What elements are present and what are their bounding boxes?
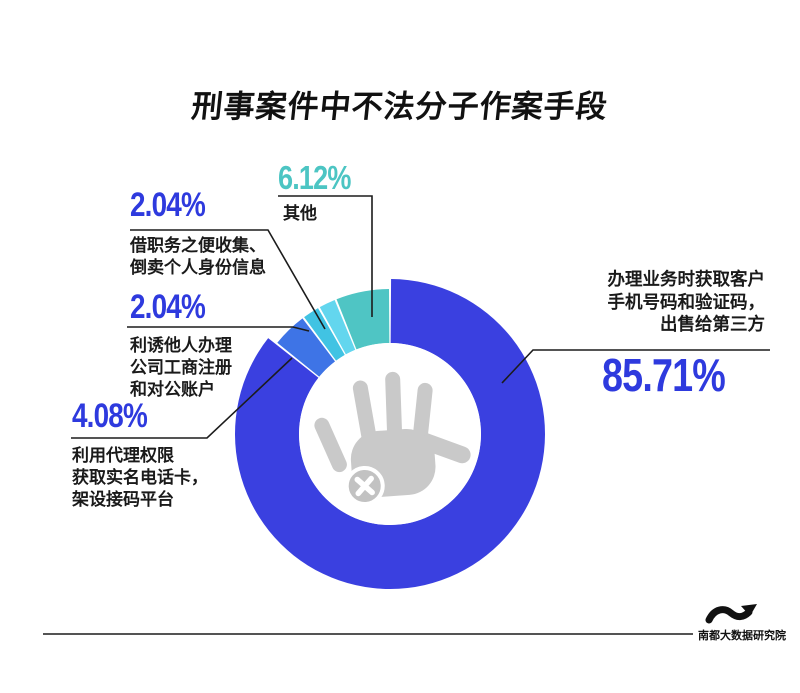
cross-icon xyxy=(354,475,375,497)
percent-other: 6.12% xyxy=(278,159,351,196)
callout-jiezhiwu: 2.04% 借职务之便收集、 倒卖个人身份信息 xyxy=(130,188,266,279)
brand-name: 南都大数据研究院 xyxy=(698,630,786,642)
label-liyong: 利用代理权限 获取实名电话卡， 架设接码平台 xyxy=(72,446,208,509)
label-other: 其他 xyxy=(283,204,317,223)
callout-other: 6.12% 其他 xyxy=(278,161,367,225)
callout-main: 办理业务时获取客户 手机号码和验证码， 出售给第三方 85.71% xyxy=(465,268,765,398)
label-main: 办理业务时获取客户 手机号码和验证码， 出售给第三方 xyxy=(607,269,766,334)
percent-liyou: 2.04% xyxy=(130,288,206,326)
percent-main: 85.71% xyxy=(601,348,726,401)
percent-liyong: 4.08% xyxy=(72,397,148,435)
label-liyou: 利诱他人办理 公司工商注册 和对公账户 xyxy=(130,336,232,399)
brand-logo-icon xyxy=(705,604,757,624)
percent-jiezhiwu: 2.04% xyxy=(130,186,206,224)
page-title: 刑事案件中不法分子作案手段 xyxy=(189,89,610,124)
blocked-hand-icon xyxy=(314,371,471,507)
callout-liyong: 4.08% 利用代理权限 获取实名电话卡， 架设接码平台 xyxy=(72,399,208,511)
label-jiezhiwu: 借职务之便收集、 倒卖个人身份信息 xyxy=(130,236,266,277)
callout-liyou: 2.04% 利诱他人办理 公司工商注册 和对公账户 xyxy=(130,290,232,401)
donut-hole xyxy=(299,343,481,525)
